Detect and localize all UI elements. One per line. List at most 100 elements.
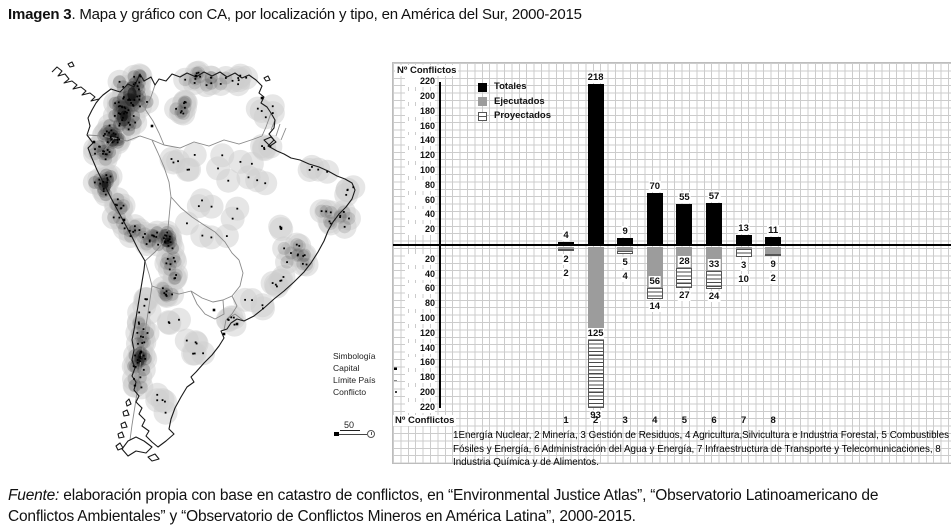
conflict-dot	[192, 352, 194, 355]
conflict-dot	[133, 75, 136, 78]
conflict-dot	[195, 72, 198, 75]
conflict-dot	[263, 146, 265, 149]
bar-ejecutados	[765, 247, 782, 254]
conflict-dot	[114, 203, 117, 206]
conflict-dot	[295, 243, 298, 246]
conflict-dot	[171, 247, 174, 250]
conflict-dot	[168, 322, 171, 324]
conflict-dot	[247, 176, 250, 179]
conflict-dot	[116, 139, 119, 141]
y-tick-label: 100	[405, 313, 435, 324]
y-axis-title-bottom: Nº Conflictos	[393, 415, 457, 426]
value-label-totales: 4	[562, 230, 570, 242]
value-label-proyectados: 2	[562, 267, 570, 279]
conflict-dot	[186, 222, 188, 225]
y-tick-label: 120	[405, 327, 435, 339]
conflict-dot	[127, 99, 130, 101]
map-legend: Simbología Capital Límite País Conflicto	[333, 350, 397, 398]
conflict-dot	[165, 262, 168, 265]
conflict-dot	[119, 113, 122, 115]
source-caption: Fuente: elaboración propia con base en c…	[8, 485, 946, 525]
conflict-dot	[132, 83, 135, 86]
conflict-dot	[122, 204, 125, 207]
capital-marker	[163, 240, 167, 244]
conflict-dot	[193, 352, 196, 355]
conflict-dot	[127, 121, 130, 124]
value-label-proyectados: 93	[589, 410, 602, 422]
conflict-dot	[138, 356, 141, 358]
conflict-dot	[172, 256, 175, 259]
conflict-dot	[133, 378, 135, 380]
conflict-dot	[227, 319, 230, 321]
conflict-dot	[348, 217, 350, 220]
conflict-dot	[121, 222, 124, 225]
y-tick-label: 220	[405, 401, 435, 413]
conflict-dot	[122, 85, 125, 88]
conflict-dot	[184, 106, 186, 109]
conflict-dot	[132, 231, 135, 233]
bar-proyectados	[558, 248, 574, 251]
value-label-proyectados: 24	[707, 291, 721, 303]
conflict-dot	[325, 210, 328, 213]
conflict-dot	[143, 341, 146, 344]
conflict-dot	[144, 357, 147, 360]
bar-ejecutados	[735, 247, 752, 250]
conflict-dot	[262, 307, 264, 310]
conflict-dot	[171, 293, 174, 296]
conflict-dot	[170, 158, 173, 160]
conflict-dot	[179, 111, 182, 114]
conflict-dot	[148, 311, 151, 314]
conflict-bar-chart: Nº Conflictos Totales Ejecutados Proyectad…	[392, 62, 951, 468]
value-label-proyectados: 10	[737, 273, 750, 285]
capital-marker	[150, 124, 154, 128]
x-category-label: 2	[592, 415, 599, 426]
conflict-dot	[236, 207, 239, 210]
bar-totales	[735, 235, 752, 245]
conflict-dot	[201, 199, 203, 202]
value-label-totales: 57	[707, 190, 721, 202]
conflict-dot	[209, 76, 212, 79]
capital-markers-layer	[92, 74, 283, 354]
bar-proyectados	[587, 339, 604, 409]
conflict-dot	[134, 229, 136, 232]
conflict-dot	[142, 328, 145, 331]
conflict-dot	[126, 111, 128, 114]
conflict-dot	[102, 190, 105, 193]
y-tick-label: 80	[405, 179, 435, 191]
conflict-dot	[141, 342, 144, 344]
conflict-dot	[194, 78, 197, 80]
conflict-dot	[227, 179, 230, 182]
conflict-dot	[301, 262, 304, 265]
bar-proyectados	[735, 249, 752, 257]
conflict-dot	[124, 107, 127, 110]
conflict-dot	[119, 105, 121, 107]
conflict-dot	[263, 148, 266, 151]
value-label-ejecutados: 2	[562, 253, 570, 265]
conflict-dot	[311, 166, 313, 168]
value-label-proyectados: 2	[769, 272, 777, 284]
conflict-dot	[296, 254, 299, 257]
totales-swatch-icon	[478, 82, 487, 92]
bar-proyectados	[765, 253, 782, 256]
conflict-dot	[123, 106, 126, 109]
conflict-dot	[102, 180, 105, 183]
conflict-dot	[202, 352, 205, 355]
x-category-label: 4	[652, 415, 658, 426]
x-category-label: 8	[770, 415, 776, 426]
conflict-dot	[302, 255, 305, 257]
conflict-dot	[132, 365, 135, 368]
conflict-dot	[129, 123, 131, 126]
conflict-dot	[237, 83, 239, 86]
figure-caption-label: Imagen 3	[8, 6, 72, 23]
conflict-dot	[237, 79, 240, 82]
conflict-dot	[193, 154, 196, 156]
conflict-dot	[116, 136, 119, 139]
conflict-dot	[118, 138, 121, 141]
conflict-dot	[109, 175, 112, 178]
conflict-dot	[180, 110, 183, 113]
conflict-dot	[136, 95, 139, 98]
conflict-dot	[261, 145, 263, 148]
y-tick-label: 220	[405, 76, 435, 88]
conflict-dot	[151, 234, 154, 237]
capital-marker	[92, 140, 96, 144]
